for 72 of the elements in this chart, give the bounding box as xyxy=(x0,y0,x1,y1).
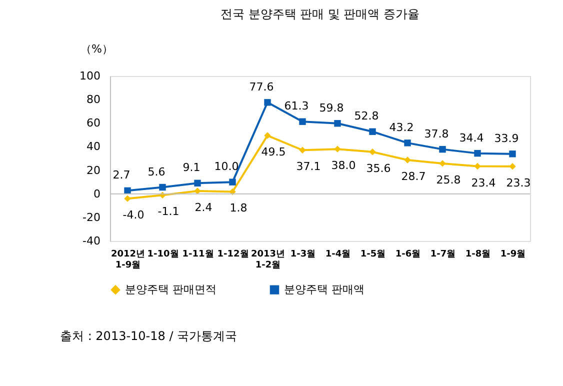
point xyxy=(334,120,341,127)
point xyxy=(299,118,306,125)
point xyxy=(194,180,201,186)
x-tick-label: 1-12월 xyxy=(217,250,249,260)
data-label: 23.4 xyxy=(471,176,496,190)
y-tick-label: 40 xyxy=(86,140,100,154)
x-tick-label: 1-6월 xyxy=(395,250,421,260)
data-label: 10.0 xyxy=(214,160,239,174)
data-label: 2.7 xyxy=(112,168,130,182)
x-tick-label: 1-5월 xyxy=(360,250,386,260)
data-label: 35.6 xyxy=(366,162,391,175)
point xyxy=(229,178,236,186)
point xyxy=(369,148,376,156)
data-label: 59.8 xyxy=(319,101,344,114)
point xyxy=(159,184,166,191)
x-tick-label: 2012년 1-9월 xyxy=(110,250,146,270)
point xyxy=(334,146,341,152)
y-tick-label: -20 xyxy=(82,210,100,224)
point xyxy=(404,140,411,146)
point xyxy=(474,150,481,157)
y-tick-label: -40 xyxy=(82,234,100,248)
source-note: 출처 : 2013-10-18 / 국가통계국 xyxy=(60,329,238,343)
point xyxy=(264,132,271,139)
point xyxy=(369,128,376,135)
x-tick-label: 1-8월 xyxy=(465,250,491,260)
data-label: -4.0 xyxy=(122,208,144,222)
data-label: 25.8 xyxy=(436,173,461,186)
y-tick-label: 0 xyxy=(94,187,100,200)
x-tick-label: 1-11월 xyxy=(182,250,214,260)
x-tick-label: 2013년 1-2월 xyxy=(250,250,286,270)
point xyxy=(439,146,446,153)
data-label: 1.8 xyxy=(230,202,248,215)
point xyxy=(299,146,306,154)
point xyxy=(509,163,516,170)
data-label: 61.3 xyxy=(284,100,309,113)
data-label: 77.6 xyxy=(249,80,274,94)
y-tick-label: 80 xyxy=(86,93,100,106)
y-axis-title: （%） xyxy=(80,42,113,56)
data-label: 2.4 xyxy=(194,201,212,214)
data-label: 52.8 xyxy=(354,110,379,123)
point xyxy=(229,188,236,196)
y-tick-label: 100 xyxy=(80,70,100,82)
point xyxy=(264,99,271,106)
y-tick-label: 20 xyxy=(86,164,100,177)
data-label: 5.6 xyxy=(148,165,166,178)
y-tick-label: 60 xyxy=(86,116,100,130)
data-label: 37.8 xyxy=(424,127,449,140)
data-label: 9.1 xyxy=(182,161,200,174)
point xyxy=(404,156,411,164)
data-label: 49.5 xyxy=(261,146,286,159)
legend-label: 분양주택 판매액 xyxy=(284,282,364,296)
data-label: 38.0 xyxy=(331,159,356,172)
point xyxy=(124,195,131,202)
data-label: 34.4 xyxy=(459,131,484,144)
legend-label: 분양주택 판매면적 xyxy=(125,282,216,296)
point xyxy=(124,187,131,194)
chart-title: 전국 분양주택 판매 및 판매액 증가율 xyxy=(220,7,420,21)
point xyxy=(474,162,481,170)
data-label: 33.9 xyxy=(494,132,519,145)
point xyxy=(439,160,446,167)
x-tick-label: 1-3월 xyxy=(290,250,316,260)
x-tick-label: 1-7월 xyxy=(430,250,456,260)
point xyxy=(509,150,516,158)
data-label: 23.3 xyxy=(506,176,531,190)
point xyxy=(194,188,201,194)
data-label: 28.7 xyxy=(401,170,426,184)
x-tick-label: 1-9월 xyxy=(500,250,526,260)
data-label: -1.1 xyxy=(158,205,180,218)
data-label: 43.2 xyxy=(389,120,414,134)
x-tick-label: 1-4월 xyxy=(325,250,351,260)
x-tick-label: 1-10월 xyxy=(147,250,179,260)
data-label: 37.1 xyxy=(296,160,321,174)
